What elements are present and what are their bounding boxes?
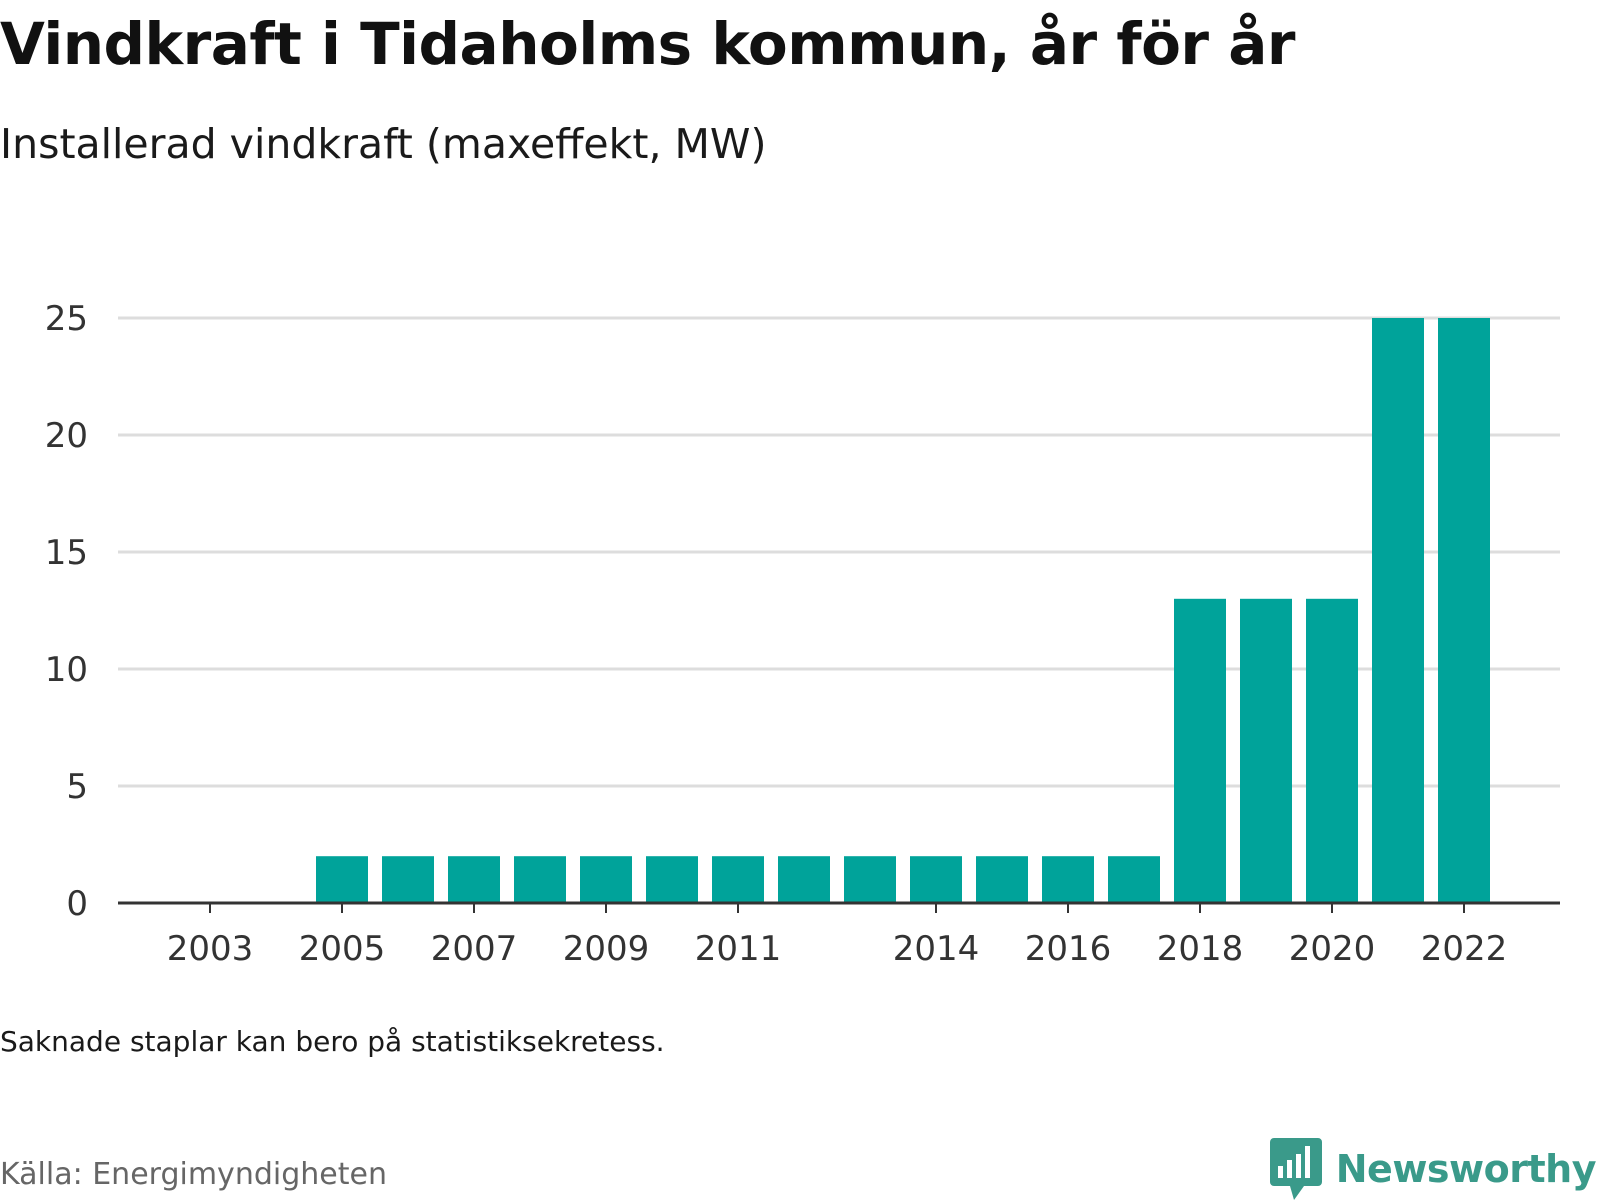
x-tick-label: 2003 xyxy=(167,929,254,969)
bar-2022 xyxy=(1438,318,1490,903)
bar-2021 xyxy=(1372,318,1424,903)
bar-2015 xyxy=(976,856,1028,903)
footnote: Saknade staplar kan bero på statistiksek… xyxy=(0,1025,665,1058)
chart-title: Vindkraft i Tidaholms kommun, år för år xyxy=(0,10,1295,78)
x-axis: 2003 2005 2007 2009 2011 2014 2016 2018 2020 2022 xyxy=(118,901,1560,969)
bars xyxy=(316,318,1490,903)
bar-2017 xyxy=(1108,856,1160,903)
bar-2012 xyxy=(778,856,830,903)
y-tick-label: 0 xyxy=(66,884,88,924)
newsworthy-logo: Newsworthy xyxy=(1269,1138,1597,1200)
bar-2009 xyxy=(580,856,632,903)
bar-2018 xyxy=(1174,598,1226,903)
bar-2006 xyxy=(382,856,434,903)
bar-2016 xyxy=(1042,856,1094,903)
logo-text: Newsworthy xyxy=(1335,1147,1597,1191)
y-tick-label: 10 xyxy=(45,650,88,690)
bar-2020 xyxy=(1306,598,1358,903)
chart-subtitle: Installerad vindkraft (maxeffekt, MW) xyxy=(0,120,767,168)
bar-2005 xyxy=(316,856,368,903)
bar-2008 xyxy=(514,856,566,903)
bar-2019 xyxy=(1240,598,1292,903)
y-axis-ticks: 0 5 10 15 20 25 xyxy=(45,299,88,924)
x-tick-label: 2020 xyxy=(1289,929,1376,969)
bar-2014 xyxy=(910,856,962,903)
y-tick-label: 20 xyxy=(45,416,88,456)
x-tick-label: 2018 xyxy=(1157,929,1244,969)
x-tick-label: 2011 xyxy=(695,929,782,969)
bar-chart-speech-bubble-icon xyxy=(1269,1138,1322,1200)
x-tick-label: 2016 xyxy=(1025,929,1112,969)
y-tick-label: 15 xyxy=(45,533,88,573)
y-tick-label: 25 xyxy=(45,299,88,339)
bar-2007 xyxy=(448,856,500,903)
source-label: Källa: Energimyndigheten xyxy=(0,1157,387,1192)
x-tick-label: 2009 xyxy=(563,929,650,969)
x-tick-label: 2022 xyxy=(1421,929,1508,969)
x-tick-label: 2005 xyxy=(299,929,386,969)
bar-2011 xyxy=(712,856,764,903)
bar-2013 xyxy=(844,856,896,903)
x-tick-label: 2007 xyxy=(431,929,518,969)
bar-2010 xyxy=(646,856,698,903)
x-tick-label: 2014 xyxy=(893,929,980,969)
y-tick-label: 5 xyxy=(66,767,88,807)
